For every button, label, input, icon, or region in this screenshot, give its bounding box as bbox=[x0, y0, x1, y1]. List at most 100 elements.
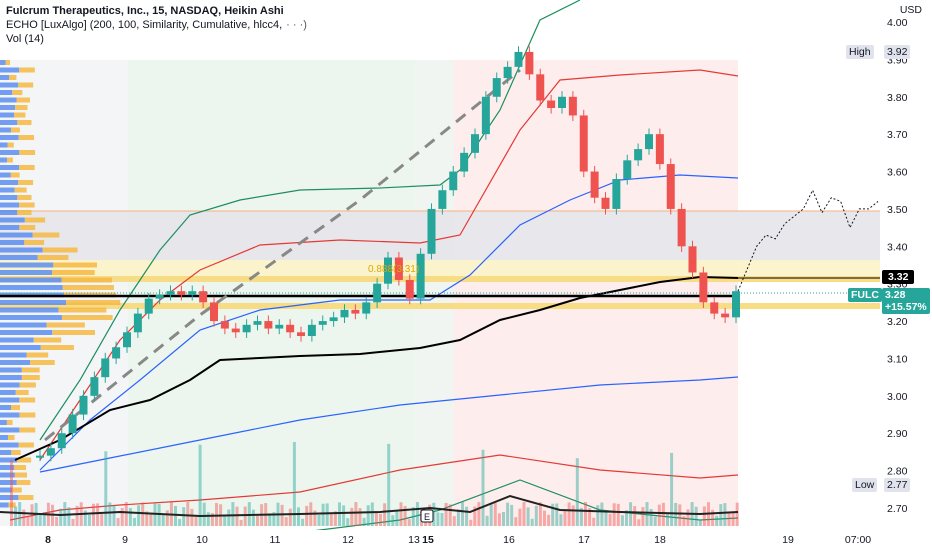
candle-body bbox=[568, 96, 577, 116]
volume-profile-bar-orange bbox=[7, 157, 13, 163]
time-tick-label: 11 bbox=[270, 534, 281, 546]
volume-bar bbox=[366, 505, 370, 526]
price-tick-label: 3.00 bbox=[887, 391, 908, 403]
candle-body bbox=[558, 96, 566, 108]
volume-profile-bar-blue bbox=[0, 82, 19, 88]
volume-profile-bar-orange bbox=[37, 255, 69, 260]
volume-bar bbox=[108, 502, 112, 526]
volume-profile-bar-orange bbox=[8, 502, 16, 508]
volume-bar bbox=[620, 515, 624, 526]
candle-body bbox=[525, 51, 534, 75]
volume-profile-bar-orange bbox=[61, 277, 112, 283]
volume-profile-bar-orange bbox=[14, 187, 27, 193]
volume-bar bbox=[190, 508, 194, 526]
volume-profile-bar-orange bbox=[19, 150, 36, 155]
volume-bar bbox=[149, 514, 153, 526]
volume-bar bbox=[116, 518, 120, 526]
volume-bar bbox=[731, 511, 735, 526]
time-tick-label: 13 bbox=[408, 534, 420, 546]
volume-profile-bar-blue bbox=[0, 375, 22, 380]
volume-bar bbox=[288, 508, 292, 526]
volume-profile-bar-orange bbox=[18, 135, 35, 140]
volume-bar bbox=[120, 507, 124, 526]
volume-bar bbox=[657, 504, 661, 526]
candle-body bbox=[329, 317, 338, 322]
volume-bar bbox=[563, 511, 567, 526]
volume-bar bbox=[485, 515, 489, 526]
price-tick-label: 3.10 bbox=[887, 353, 908, 365]
volume-bar bbox=[14, 506, 18, 526]
candle-body bbox=[384, 257, 392, 284]
volume-bar bbox=[694, 506, 698, 526]
volume-bar bbox=[465, 506, 469, 526]
candle-body bbox=[188, 291, 197, 295]
volume-bar bbox=[645, 502, 649, 526]
volume-bar bbox=[715, 515, 719, 526]
indicator-legend[interactable]: ECHO [LuxAlgo] (200, 100, Similarity, Cu… bbox=[6, 18, 307, 32]
earnings-marker-icon[interactable] bbox=[420, 509, 434, 523]
volume-profile-bar-orange bbox=[18, 180, 34, 185]
volume-bar bbox=[71, 518, 75, 526]
candle-body bbox=[79, 395, 88, 415]
volume-profile-bar-blue bbox=[0, 247, 43, 253]
volume-bar bbox=[653, 516, 657, 526]
volume-profile-bar-orange bbox=[19, 202, 35, 208]
candle-body bbox=[68, 414, 77, 434]
candle-body bbox=[655, 134, 664, 165]
indicator-title-text: ECHO [LuxAlgo] (200, 100, Similarity, Cu… bbox=[6, 19, 283, 31]
candle-body bbox=[220, 321, 229, 329]
volume-bar bbox=[514, 517, 518, 526]
volume-profile-bar-orange bbox=[10, 127, 20, 133]
volume-profile-bar-orange bbox=[18, 495, 34, 500]
volume-bar bbox=[502, 512, 505, 526]
volume-profile-bar-blue bbox=[0, 255, 38, 260]
volume-bar bbox=[682, 516, 686, 526]
volume-bar bbox=[530, 518, 534, 526]
candle-body bbox=[90, 377, 99, 396]
volume-bar bbox=[137, 505, 141, 526]
volume-profile-bar-orange bbox=[61, 315, 113, 320]
candle-body bbox=[612, 179, 621, 209]
volume-profile-bar-orange bbox=[21, 375, 40, 380]
earnings-marker-text: E bbox=[424, 512, 430, 522]
candle-body bbox=[264, 321, 273, 329]
volume-profile-bar-blue bbox=[0, 480, 17, 485]
candle-body bbox=[394, 257, 403, 280]
volume-bar bbox=[202, 502, 206, 526]
fib-zone bbox=[0, 260, 880, 276]
volume-profile-bar-blue bbox=[0, 217, 25, 223]
volume-profile-bar-blue bbox=[0, 405, 11, 410]
volume-profile-bar-orange bbox=[14, 112, 26, 118]
candle-body bbox=[547, 100, 556, 108]
volume-profile-bar-orange bbox=[30, 360, 55, 365]
chart-legend: Fulcrum Therapeutics, Inc., 15, NASDAQ, … bbox=[6, 4, 307, 46]
more-settings-icon[interactable]: · · ·) bbox=[286, 19, 307, 31]
volume-profile-bar-orange bbox=[17, 120, 32, 125]
volume-profile-bar-orange bbox=[21, 367, 40, 373]
volume-legend[interactable]: Vol (14) bbox=[6, 32, 307, 46]
level-zone-lower bbox=[0, 303, 880, 309]
volume-bar bbox=[461, 502, 464, 526]
volume-profile-bar-orange bbox=[18, 82, 34, 88]
volume-bar bbox=[403, 506, 407, 526]
volume-bar bbox=[59, 508, 63, 526]
volume-profile-bar-blue bbox=[0, 307, 59, 313]
volume-bar bbox=[30, 504, 34, 526]
volume-bar bbox=[251, 509, 255, 526]
price-tick-label: 2.80 bbox=[887, 466, 908, 478]
time-tick-label: 12 bbox=[342, 534, 354, 546]
volume-profile-bar-orange bbox=[11, 450, 21, 455]
price-tick-label: 3.20 bbox=[887, 316, 908, 328]
volume-bar bbox=[387, 443, 391, 526]
volume-bar bbox=[649, 508, 653, 526]
volume-bar bbox=[165, 510, 169, 526]
volume-profile-bar-blue bbox=[0, 270, 53, 275]
volume-bar bbox=[379, 513, 382, 526]
volume-profile-bar-blue bbox=[0, 487, 12, 493]
resistance-zone bbox=[0, 211, 880, 261]
volume-profile-bar-blue bbox=[0, 285, 63, 290]
price-axis-unit: USD bbox=[899, 4, 922, 16]
volume-bar bbox=[719, 504, 723, 526]
candle-body bbox=[373, 283, 382, 303]
